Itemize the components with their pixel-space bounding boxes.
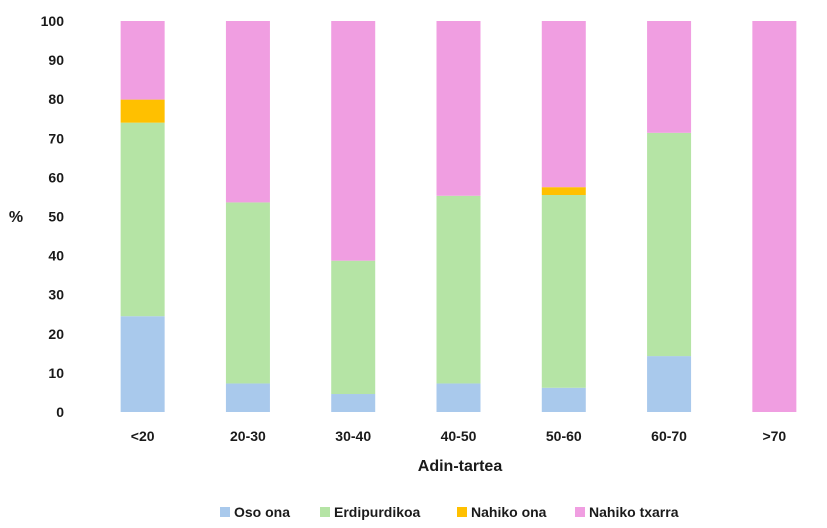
y-tick-label: 30 — [48, 287, 64, 303]
bar-segment — [647, 132, 692, 357]
bar-segment — [541, 387, 586, 412]
x-tick-label: 20-30 — [230, 428, 266, 444]
legend-label: Oso ona — [234, 504, 290, 520]
y-tick-label: 70 — [48, 130, 64, 146]
x-tick-label: <20 — [131, 428, 155, 444]
legend-swatch — [220, 507, 230, 517]
y-tick-label: 50 — [48, 209, 64, 225]
y-tick-label: 60 — [48, 169, 64, 185]
x-tick-label: 60-70 — [651, 428, 687, 444]
bar-segment — [541, 194, 586, 388]
y-tick-label: 80 — [48, 91, 64, 107]
bar-segment — [436, 195, 481, 384]
bars — [120, 21, 797, 412]
x-tick-label: 40-50 — [441, 428, 477, 444]
y-tick-label: 0 — [56, 404, 64, 420]
bar-segment — [331, 260, 376, 395]
y-tick-label: 40 — [48, 248, 64, 264]
bar-segment — [331, 21, 376, 261]
bar-segment — [436, 21, 481, 196]
legend-swatch — [575, 507, 585, 517]
y-axis-title: % — [9, 209, 23, 226]
bar-segment — [120, 99, 165, 123]
legend-label: Erdipurdikoa — [334, 504, 421, 520]
bar-segment — [225, 383, 270, 412]
bar-segment — [541, 187, 586, 195]
x-tick-label: 30-40 — [335, 428, 371, 444]
bar-segment — [752, 21, 797, 412]
bar-segment — [436, 383, 481, 412]
bar-segment — [120, 122, 165, 317]
bar-segment — [647, 356, 692, 412]
y-axis-ticks: 0 10 20 30 40 50 60 70 80 90 100 — [41, 13, 65, 420]
bar-segment — [225, 202, 270, 384]
y-tick-label: 20 — [48, 326, 64, 342]
x-tick-label: >70 — [762, 428, 786, 444]
legend-swatch — [457, 507, 467, 517]
y-tick-label: 100 — [41, 13, 65, 29]
bar-segment — [225, 21, 270, 203]
x-tick-label: 50-60 — [546, 428, 582, 444]
bar-segment — [647, 21, 692, 133]
y-tick-label: 10 — [48, 365, 64, 381]
legend-label: Nahiko ona — [471, 504, 547, 520]
bar-segment — [120, 316, 165, 412]
bar-segment — [331, 394, 376, 412]
x-axis-ticks: <20 20-30 30-40 40-50 50-60 60-70 >70 — [131, 428, 787, 444]
legend-swatch — [320, 507, 330, 517]
legend: Oso ona Erdipurdikoa Nahiko ona Nahiko txar… — [220, 504, 679, 520]
bar-segment — [120, 21, 165, 100]
bar-segment — [541, 21, 586, 188]
x-axis-title: Adin-tartea — [418, 458, 503, 475]
legend-label: Nahiko txarra — [589, 504, 679, 520]
y-tick-label: 90 — [48, 52, 64, 68]
